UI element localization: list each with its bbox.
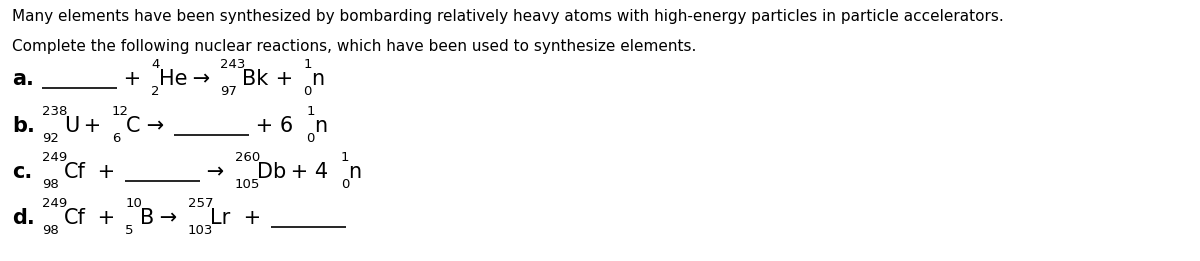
- Text: 97: 97: [220, 85, 236, 98]
- Text: Db: Db: [257, 162, 286, 182]
- Text: Cf: Cf: [64, 162, 85, 182]
- Text: 260: 260: [235, 151, 260, 164]
- Text: +: +: [236, 208, 268, 228]
- Text: 98: 98: [42, 178, 59, 191]
- Text: Complete the following nuclear reactions, which have been used to synthesize ele: Complete the following nuclear reactions…: [12, 39, 696, 54]
- Text: 249: 249: [42, 151, 67, 164]
- Text: 98: 98: [42, 224, 59, 237]
- Text: 0: 0: [304, 85, 312, 98]
- Text: Cf: Cf: [64, 208, 85, 228]
- Text: c.: c.: [12, 162, 32, 182]
- Text: →: →: [154, 208, 184, 228]
- Text: 12: 12: [112, 105, 128, 118]
- Text: 0: 0: [306, 132, 314, 145]
- Text: +: +: [269, 69, 300, 89]
- Text: 10: 10: [125, 197, 143, 210]
- Text: d.: d.: [12, 208, 35, 228]
- Text: 238: 238: [42, 105, 67, 118]
- Text: + 6: + 6: [250, 116, 300, 136]
- Text: 103: 103: [188, 224, 214, 237]
- Text: + 4: + 4: [283, 162, 335, 182]
- Text: 6: 6: [112, 132, 120, 145]
- Text: C: C: [126, 116, 140, 136]
- Text: n: n: [348, 162, 361, 182]
- Text: 0: 0: [341, 178, 349, 191]
- Text: 1: 1: [304, 58, 312, 71]
- Text: 4: 4: [151, 58, 160, 71]
- Text: 5: 5: [125, 224, 134, 237]
- Text: 1: 1: [306, 105, 316, 118]
- Text: He: He: [158, 69, 187, 89]
- Text: n: n: [311, 69, 324, 89]
- Text: 257: 257: [188, 197, 214, 210]
- Text: 243: 243: [220, 58, 246, 71]
- Text: Bk: Bk: [242, 69, 269, 89]
- Text: +: +: [118, 69, 148, 89]
- Text: a.: a.: [12, 69, 34, 89]
- Text: Lr: Lr: [210, 208, 230, 228]
- Text: 249: 249: [42, 197, 67, 210]
- Text: →: →: [186, 69, 216, 89]
- Text: 1: 1: [341, 151, 349, 164]
- Text: +: +: [91, 208, 122, 228]
- Text: 92: 92: [42, 132, 59, 145]
- Text: 105: 105: [235, 178, 260, 191]
- Text: →: →: [200, 162, 232, 182]
- Text: →: →: [140, 116, 170, 136]
- Text: 2: 2: [151, 85, 160, 98]
- Text: B: B: [140, 208, 154, 228]
- Text: n: n: [314, 116, 326, 136]
- Text: Many elements have been synthesized by bombarding relatively heavy atoms with hi: Many elements have been synthesized by b…: [12, 9, 1003, 24]
- Text: +: +: [91, 162, 122, 182]
- Text: U: U: [64, 116, 79, 136]
- Text: b.: b.: [12, 116, 35, 136]
- Text: +: +: [78, 116, 108, 136]
